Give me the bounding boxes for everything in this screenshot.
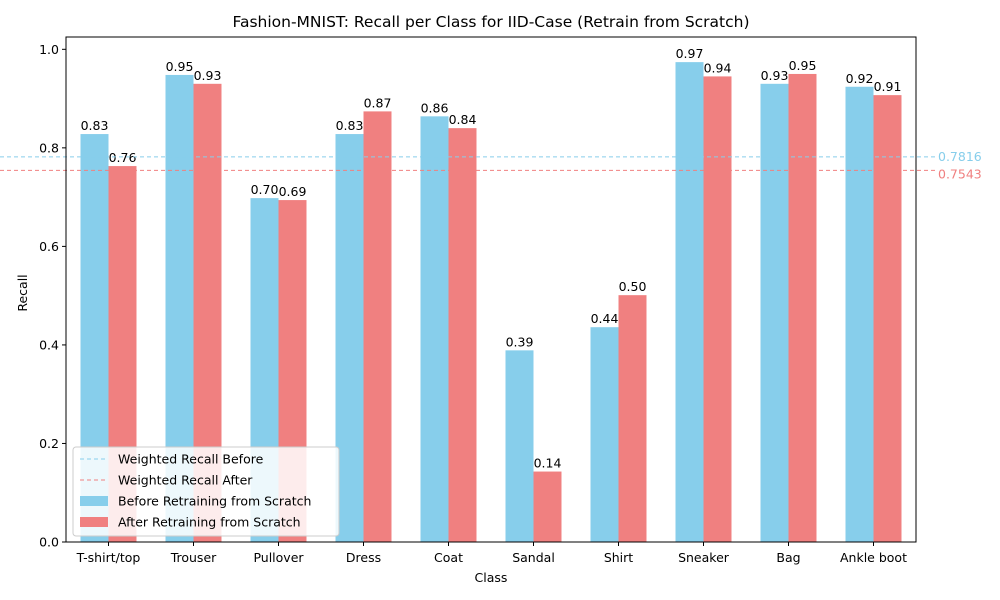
data-label-before: 0.83: [81, 118, 109, 133]
x-tick-label: Trouser: [170, 550, 217, 565]
bar-before: [335, 134, 364, 542]
data-label-before: 0.86: [421, 100, 449, 115]
x-tick-label: Sneaker: [678, 550, 730, 565]
data-label-before: 0.83: [336, 118, 364, 133]
data-label-before: 0.95: [166, 59, 194, 74]
bar-before: [845, 86, 874, 542]
x-tick-label: Ankle boot: [840, 550, 907, 565]
data-label-after: 0.93: [194, 68, 222, 83]
axes-frame: [65, 36, 917, 543]
bar-before: [420, 116, 449, 542]
x-tick-label: Pullover: [253, 550, 304, 565]
y-tick-label: 0.6: [39, 239, 59, 254]
bar-after: [703, 76, 732, 542]
bar-before: [675, 62, 704, 542]
y-axis-label: Recall: [15, 274, 30, 311]
data-label-before: 0.97: [676, 46, 704, 61]
data-label-before: 0.44: [591, 311, 619, 326]
legend-box: [72, 446, 340, 537]
y-tick-label: 1.0: [39, 42, 59, 57]
x-tick-label: Coat: [434, 550, 463, 565]
data-label-after: 0.84: [449, 112, 477, 127]
y-tick-label: 0.2: [39, 436, 59, 451]
reference-line-label-after: 0.7543: [938, 166, 982, 181]
legend-patch-swatch: [80, 496, 108, 506]
legend-patch-swatch: [80, 517, 108, 527]
chart-title: Fashion-MNIST: Recall per Class for IID-…: [232, 13, 749, 31]
data-label-after: 0.91: [874, 79, 902, 94]
legend-entry-label: Weighted Recall Before: [118, 452, 264, 467]
bar-after: [533, 471, 562, 542]
legend-entry-label: Before Retraining from Scratch: [118, 494, 311, 509]
y-tick-label: 0.8: [39, 140, 59, 155]
legend-entry-label: Weighted Recall After: [118, 473, 253, 488]
data-label-before: 0.92: [846, 71, 874, 86]
legend: Weighted Recall Before Weighted Recall Af…: [72, 446, 340, 537]
bar-after: [873, 95, 902, 542]
x-tick-label: Sandal: [512, 550, 555, 565]
x-axis-label: Class: [475, 570, 508, 585]
bar-after: [618, 295, 647, 542]
data-label-after: 0.50: [619, 279, 647, 294]
data-label-after: 0.94: [704, 60, 732, 75]
data-label-after: 0.69: [279, 184, 307, 199]
bar-after: [448, 128, 477, 542]
legend-entry-label: After Retraining from Scratch: [118, 515, 301, 530]
data-label-before: 0.70: [251, 182, 279, 197]
bar-before: [505, 350, 534, 542]
data-label-after: 0.95: [789, 58, 817, 73]
data-label-after: 0.87: [364, 95, 392, 110]
bar-before: [760, 83, 789, 543]
data-label-before: 0.93: [761, 68, 789, 83]
x-tick-label: T-shirt/top: [76, 550, 141, 565]
x-tick-label: Bag: [776, 550, 800, 565]
bar-after: [788, 73, 817, 542]
x-tick-label: Shirt: [604, 550, 633, 565]
y-tick-label: 0.4: [39, 337, 59, 352]
x-tick-label: Dress: [346, 550, 381, 565]
bar-after: [363, 111, 392, 543]
reference-line-label-before: 0.7816: [938, 149, 982, 164]
data-label-before: 0.39: [506, 334, 534, 349]
bar-before: [590, 327, 619, 542]
data-label-after: 0.14: [534, 456, 562, 471]
data-label-after: 0.76: [109, 150, 137, 165]
y-tick-label: 0.0: [39, 535, 59, 550]
